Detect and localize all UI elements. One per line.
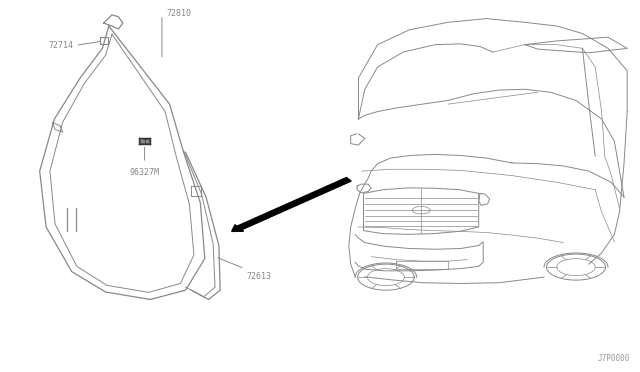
Bar bbox=[141, 138, 149, 143]
Text: 72810: 72810 bbox=[166, 9, 191, 17]
Text: J7P0000: J7P0000 bbox=[598, 354, 630, 363]
Text: 72714: 72714 bbox=[48, 41, 73, 50]
Text: 96327M: 96327M bbox=[130, 168, 159, 177]
FancyArrow shape bbox=[232, 177, 351, 231]
Text: 72613: 72613 bbox=[246, 272, 271, 280]
Bar bbox=[140, 138, 150, 144]
